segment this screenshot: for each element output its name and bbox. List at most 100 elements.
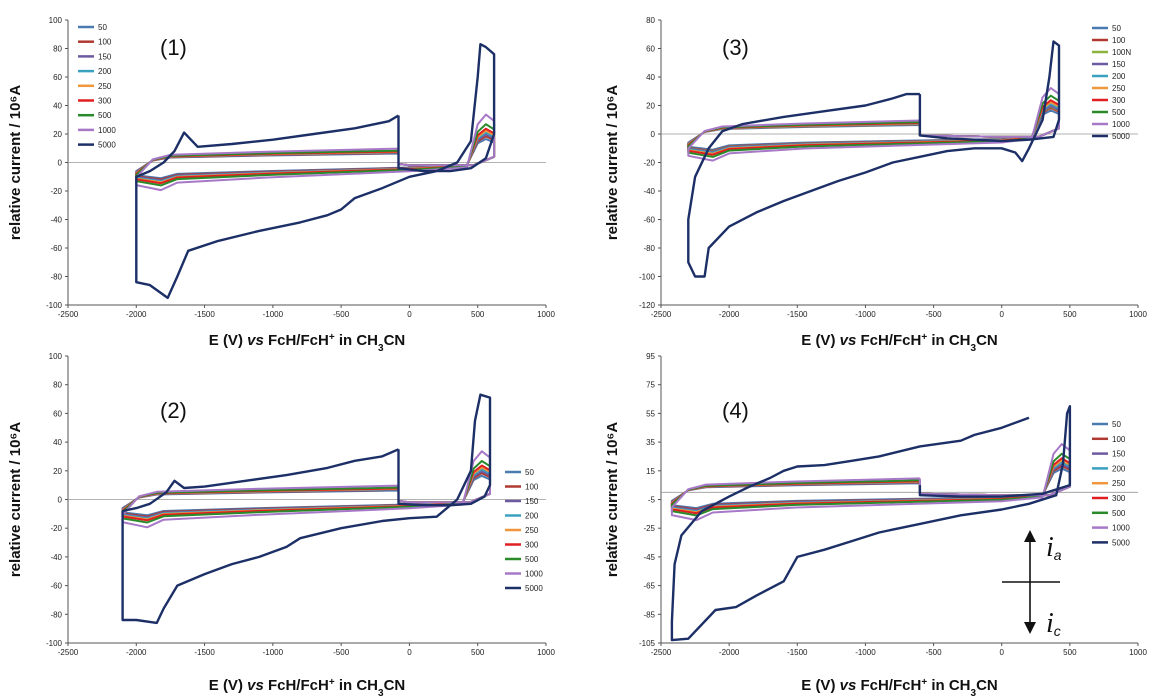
legend-label: 5000 <box>1112 538 1130 547</box>
x-label-part: + <box>329 677 335 688</box>
arrow-up-icon <box>1024 530 1036 542</box>
series-line-5000 <box>135 43 496 300</box>
x-label-part: vs <box>247 332 264 349</box>
x-tick-label: -2000 <box>719 310 740 319</box>
x-tick-label: -2500 <box>651 310 672 319</box>
y-tick-label: 20 <box>53 467 62 476</box>
legend-label: 100 <box>98 38 112 47</box>
x-axis-label: E (V) vs FcH/FcH+ in CH3CN <box>209 332 405 354</box>
y-tick-label: -60 <box>50 582 62 591</box>
series-line-1000 <box>121 450 491 529</box>
legend-label: 100 <box>1112 36 1126 45</box>
legend-label: 5000 <box>98 141 116 150</box>
legend-label: 250 <box>98 82 112 91</box>
x-label-part: CN <box>976 677 998 694</box>
y-tick-label: -40 <box>50 216 62 225</box>
y-tick-label: 20 <box>53 130 62 139</box>
y-tick-label: 60 <box>646 45 655 54</box>
y-tick-label: -45 <box>643 553 655 562</box>
legend-label: 200 <box>525 512 539 521</box>
y-tick-label: 75 <box>646 381 655 390</box>
x-label-part: E (V) <box>801 332 839 349</box>
cathodic-subscript: c <box>1054 623 1061 639</box>
x-label-part: in CH <box>927 677 970 694</box>
y-tick-label: -80 <box>643 244 655 253</box>
x-label-part: 3 <box>378 343 384 354</box>
x-tick-label: 500 <box>471 310 485 319</box>
y-tick-label: 60 <box>53 409 62 418</box>
y-tick-label: -20 <box>50 187 62 196</box>
series-line-5000 <box>670 405 1072 642</box>
series-line-5000 <box>687 40 1061 278</box>
panel-title: (1) <box>160 35 187 60</box>
y-tick-label: -40 <box>50 553 62 562</box>
y-tick-label: -100 <box>639 273 656 282</box>
y-tick-label: 15 <box>646 467 655 476</box>
x-label-part: vs <box>840 332 857 349</box>
legend-label: 50 <box>525 468 534 477</box>
legend-label: 500 <box>98 111 112 120</box>
legend-label: 100 <box>525 483 539 492</box>
y-tick-label: 0 <box>58 496 63 505</box>
x-label-part: E (V) <box>209 677 247 694</box>
y-tick-label: -5 <box>648 496 656 505</box>
x-tick-label: -500 <box>333 310 350 319</box>
y-tick-label: 0 <box>58 159 63 168</box>
x-tick-label: -1500 <box>787 310 808 319</box>
y-axis-label: relative current / 10⁶A <box>604 85 621 240</box>
x-label-part: FcH/FcH <box>856 677 921 694</box>
legend-label: 250 <box>525 526 539 535</box>
legend-label: 1000 <box>1112 120 1130 129</box>
legend-label: 200 <box>1112 464 1126 473</box>
legend-label: 250 <box>1112 479 1126 488</box>
x-axis-label: E (V) vs FcH/FcH+ in CH3CN <box>801 677 997 698</box>
y-tick-label: -25 <box>643 524 655 533</box>
y-tick-label: 0 <box>651 130 656 139</box>
panel-title: (3) <box>722 35 749 60</box>
x-label-part: + <box>921 332 927 343</box>
y-tick-label: 35 <box>646 438 655 447</box>
y-tick-label: 80 <box>53 381 62 390</box>
x-axis-label: E (V) vs FcH/FcH+ in CH3CN <box>801 332 997 354</box>
x-label-part: in CH <box>335 332 378 349</box>
x-label-part: CN <box>384 332 406 349</box>
legend-label: 500 <box>1112 509 1126 518</box>
panel-title: (2) <box>160 398 187 423</box>
panel-title: (4) <box>722 398 749 423</box>
x-tick-label: 0 <box>407 648 412 657</box>
chart-panel-3: -2500 -2000 -1500 -1000 -500 0 500 1000-120-100… <box>604 16 1147 354</box>
legend-label: 50 <box>1112 24 1121 33</box>
y-tick-label: -65 <box>643 582 655 591</box>
x-tick-label: -2500 <box>651 648 672 657</box>
legend-label: 1000 <box>525 570 543 579</box>
anodic-subscript: a <box>1054 547 1062 563</box>
x-label-part: CN <box>384 677 406 694</box>
x-tick-label: -1000 <box>263 310 284 319</box>
x-tick-label: 1000 <box>537 648 555 657</box>
y-tick-label: 60 <box>53 73 62 82</box>
chart-panel-4: -2500 -2000 -1500 -1000 -500 0 500 1000 -105 -85 -… <box>604 352 1147 698</box>
y-tick-label: 80 <box>646 16 655 25</box>
x-label-part: 3 <box>378 688 384 698</box>
x-tick-label: -1500 <box>194 310 215 319</box>
x-label-part: CN <box>976 332 998 349</box>
chart-panel-2: -2500 -2000 -1500 -1000 -500 0 500 1000-100-80-… <box>7 352 555 698</box>
y-tick-label: -40 <box>643 187 655 196</box>
legend-label: 5000 <box>525 584 543 593</box>
y-tick-label: 100 <box>49 16 63 25</box>
x-label-part: + <box>329 332 335 343</box>
legend-label: 200 <box>98 67 112 76</box>
x-label-part: vs <box>247 677 264 694</box>
x-tick-label: 0 <box>999 310 1004 319</box>
y-tick-label: 95 <box>646 352 655 361</box>
series-line-5000 <box>121 393 492 625</box>
chart-panel-1: -2500 -2000 -1500 -1000 -500 0 500 1000-100-80-… <box>7 16 555 354</box>
y-tick-label: -80 <box>50 610 62 619</box>
legend-label: 300 <box>98 97 112 106</box>
y-tick-label: -20 <box>50 524 62 533</box>
legend-label: 150 <box>98 52 112 61</box>
legend-label: 500 <box>1112 108 1126 117</box>
x-label-part: E (V) <box>209 332 247 349</box>
